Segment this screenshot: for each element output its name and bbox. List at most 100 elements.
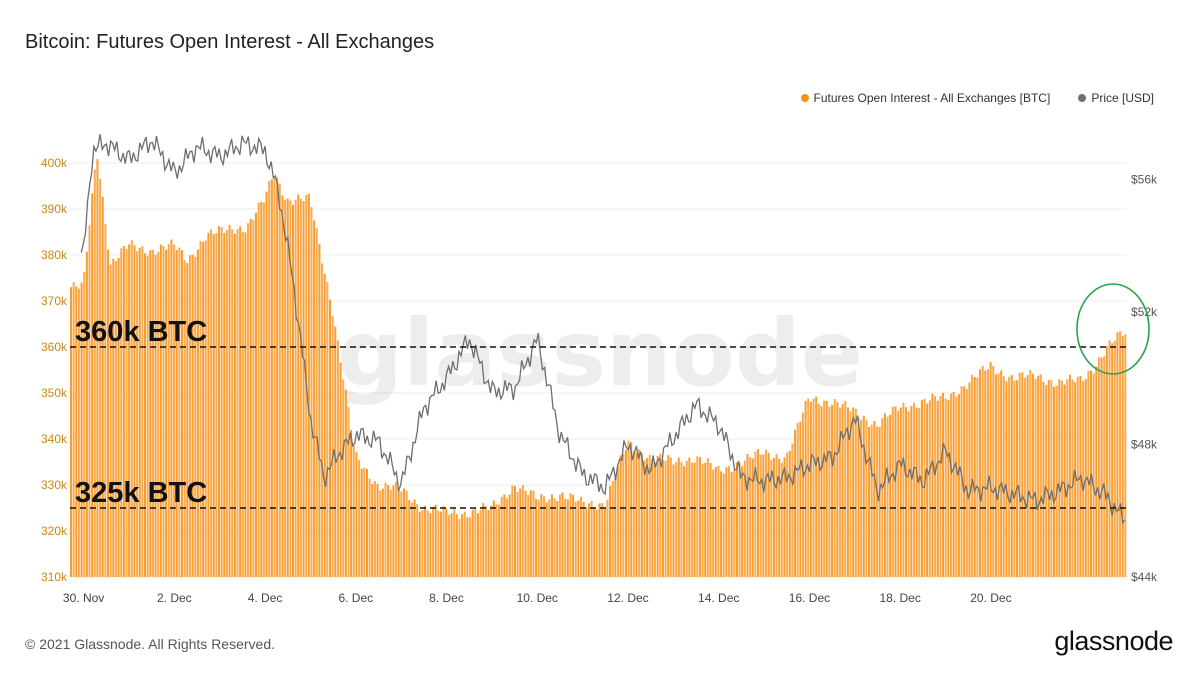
oi-bar xyxy=(749,457,752,577)
y-left-tick-label: 350k xyxy=(41,386,68,400)
oi-bar xyxy=(986,369,989,577)
oi-bar xyxy=(1124,334,1127,577)
oi-bar xyxy=(1021,372,1024,577)
oi-bar xyxy=(609,485,612,577)
oi-bar xyxy=(220,227,223,577)
oi-bar xyxy=(434,504,437,577)
oi-bar xyxy=(561,492,564,577)
oi-bar xyxy=(1087,370,1090,577)
oi-bar xyxy=(527,494,530,577)
oi-bar xyxy=(1060,380,1063,577)
oi-bar xyxy=(831,404,834,577)
oi-bar xyxy=(122,245,125,577)
y-left-tick-label: 340k xyxy=(41,432,68,446)
x-tick-label: 8. Dec xyxy=(429,591,464,605)
oi-bar xyxy=(619,455,622,577)
oi-bar xyxy=(820,406,823,577)
oi-bar xyxy=(498,504,501,577)
legend-label-price: Price [USD] xyxy=(1091,91,1154,105)
oi-bar xyxy=(490,505,493,577)
oi-bar xyxy=(720,471,723,577)
oi-bar xyxy=(852,407,855,577)
oi-bar xyxy=(664,460,667,577)
y-left-tick-label: 320k xyxy=(41,524,68,538)
oi-bar xyxy=(868,426,871,577)
oi-bar xyxy=(537,499,540,577)
oi-bar xyxy=(77,288,80,577)
oi-bar xyxy=(85,251,88,578)
oi-bar xyxy=(83,271,86,577)
oi-bar xyxy=(204,240,207,577)
oi-bar xyxy=(1034,378,1037,577)
oi-bar xyxy=(241,231,244,577)
oi-bar xyxy=(381,488,384,577)
oi-bar xyxy=(553,498,556,577)
oi-bar xyxy=(624,449,627,577)
oi-bar xyxy=(532,490,535,577)
oi-bar xyxy=(138,247,141,577)
oi-bar xyxy=(104,223,107,577)
oi-bar xyxy=(580,496,583,577)
oi-bar xyxy=(136,251,139,578)
oi-bar xyxy=(154,254,157,577)
oi-bar xyxy=(180,250,184,577)
oi-bar xyxy=(416,504,419,577)
oi-bar xyxy=(897,410,900,577)
oi-bar xyxy=(297,194,300,577)
oi-bar xyxy=(350,430,353,577)
oi-bar xyxy=(622,453,625,577)
oi-bar xyxy=(915,407,918,577)
oi-bar xyxy=(1029,369,1032,577)
oi-bar xyxy=(926,403,929,577)
oi-bar xyxy=(675,462,678,577)
oi-bar xyxy=(1000,370,1003,577)
oi-bar xyxy=(355,452,358,577)
oi-bar xyxy=(815,396,818,577)
oi-bar xyxy=(424,505,427,577)
oi-bar xyxy=(910,406,913,577)
oi-bar xyxy=(566,499,569,577)
oi-bar xyxy=(1023,377,1026,577)
oi-bar xyxy=(284,199,287,577)
oi-bar xyxy=(587,503,590,577)
oi-bar xyxy=(109,264,112,577)
oi-bar xyxy=(310,207,313,577)
oi-bar xyxy=(936,400,939,577)
oi-bar xyxy=(529,490,532,577)
oi-bar xyxy=(698,457,701,577)
oi-bar xyxy=(360,468,363,577)
oi-bar xyxy=(614,478,617,577)
oi-bar xyxy=(291,204,295,578)
oi-bar xyxy=(775,453,778,577)
oi-bar xyxy=(149,250,152,578)
oi-bar xyxy=(508,494,511,577)
y-left-tick-label: 310k xyxy=(41,570,68,584)
oi-bar xyxy=(1013,380,1016,577)
oi-bar xyxy=(157,251,160,577)
x-tick-label: 16. Dec xyxy=(789,591,830,605)
oi-bar xyxy=(778,458,781,577)
legend-item-price[interactable]: Price [USD] xyxy=(1078,91,1154,105)
oi-bar xyxy=(1084,379,1087,577)
oi-bar xyxy=(128,244,131,577)
oi-bar xyxy=(120,248,123,577)
oi-bar xyxy=(1053,386,1056,577)
legend-item-oi[interactable]: Futures Open Interest - All Exchanges [B… xyxy=(800,91,1050,105)
oi-bar xyxy=(886,416,889,577)
oi-bar xyxy=(965,389,968,577)
oi-bar xyxy=(191,254,194,577)
oi-bar xyxy=(178,247,181,577)
oi-bar xyxy=(453,509,456,577)
oi-bar xyxy=(889,414,892,577)
oi-bar xyxy=(931,393,934,577)
oi-bar xyxy=(635,453,638,577)
oi-bar xyxy=(70,287,73,577)
oi-bar xyxy=(352,444,355,577)
oi-bar xyxy=(545,502,548,577)
oi-bar xyxy=(492,500,495,577)
oi-bar xyxy=(772,458,775,577)
oi-bar xyxy=(402,488,405,577)
oi-bar xyxy=(437,511,440,577)
oi-bar xyxy=(1031,373,1034,577)
oi-bar xyxy=(646,458,649,577)
